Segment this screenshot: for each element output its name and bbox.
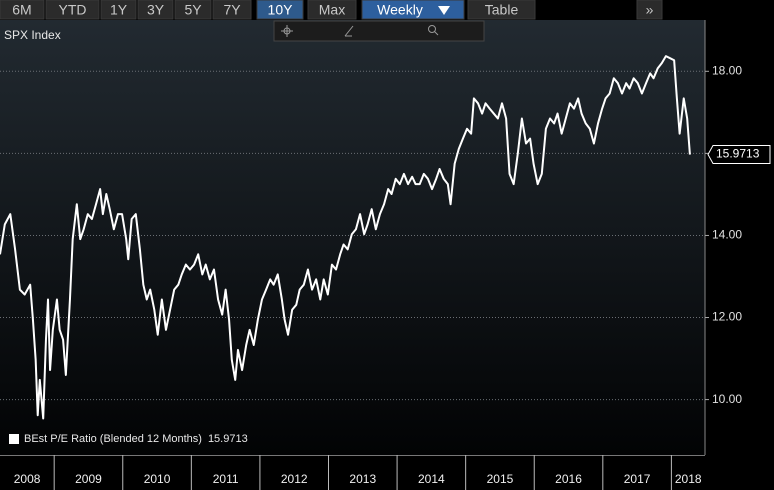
y-tick-label: 14.00 [712, 228, 742, 242]
toolbar-button[interactable] [467, 0, 536, 20]
toolbar-button[interactable] [0, 0, 45, 20]
toolbar-button[interactable] [361, 0, 465, 20]
dropdown-arrow [438, 6, 450, 15]
chart-title: SPX Index [4, 28, 61, 42]
y-axis-area [705, 20, 774, 455]
x-tick-label: 2016 [555, 472, 582, 486]
toolbar-button-label: 1Y [110, 2, 128, 18]
toolbar-button-label: 10Y [268, 2, 294, 18]
x-tick-label: 2014 [418, 472, 445, 486]
toolbar-button-label: 7Y [223, 2, 241, 18]
toolbar-button-label: YTD [59, 2, 87, 18]
x-axis-band [0, 455, 774, 490]
toolbar-button[interactable] [212, 0, 252, 20]
toolbar-button[interactable] [636, 0, 663, 20]
tools-bar [273, 20, 485, 42]
track-icon [281, 25, 293, 37]
y-tick-label: 18.00 [712, 63, 742, 77]
legend-swatch [9, 434, 19, 444]
x-tick-label: 2015 [487, 472, 514, 486]
toolbar-button-label: 6M [12, 2, 31, 18]
plot-area [0, 20, 705, 455]
y-tick-label: 10.00 [712, 392, 742, 406]
y-tick-label: 12.00 [712, 310, 742, 324]
last-value-label: 15.9713 [716, 147, 760, 161]
x-tick-label: 2013 [349, 472, 376, 486]
x-tick-label: 2018 [675, 472, 702, 486]
toolbar-button-label: 5Y [184, 2, 202, 18]
x-tick-label: 2009 [75, 472, 102, 486]
toolbar-button[interactable] [137, 0, 174, 20]
zoom-icon [428, 25, 439, 36]
toolbar-button[interactable] [100, 0, 137, 20]
legend-value: 15.9713 [208, 433, 248, 445]
toolbar-button[interactable] [307, 0, 357, 20]
x-tick-label: 2010 [144, 472, 171, 486]
x-tick-label: 2017 [624, 472, 651, 486]
tools-bar-bg [273, 20, 485, 42]
toolbar-button-label: Table [485, 2, 519, 18]
x-tick-label: 2008 [14, 472, 41, 486]
legend-label: BEst P/E Ratio (Blended 12 Months) [24, 433, 202, 445]
toolbar-button-label: Weekly [377, 2, 423, 18]
toolbar-button[interactable] [174, 0, 212, 20]
toolbar-button-label: Max [319, 2, 345, 18]
toolbar-button-label: 3Y [147, 2, 165, 18]
toolbar-button-label: » [646, 2, 654, 18]
toolbar-button[interactable] [256, 0, 304, 20]
annotate-icon [344, 25, 354, 37]
last-value-box [707, 145, 771, 165]
x-tick-label: 2011 [213, 472, 239, 486]
data-line [0, 55, 691, 420]
x-tick-label: 2012 [281, 472, 308, 486]
toolbar: 6MYTD1Y3Y5Y7Y10YMaxWeeklyTable»TrackAnno… [0, 0, 663, 37]
toolbar-button[interactable] [45, 0, 100, 20]
